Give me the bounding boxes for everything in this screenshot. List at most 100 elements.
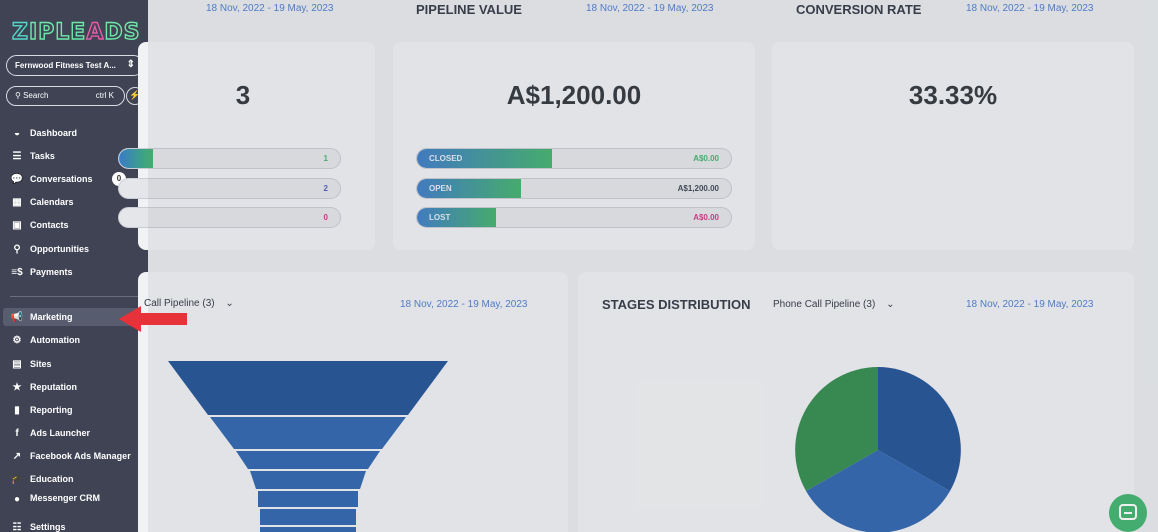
sidebar-item-label: Sites	[30, 359, 52, 369]
graduation-cap-icon: 🎓	[10, 473, 24, 485]
stages-pie-chart	[795, 367, 961, 532]
sidebar-item-label: Conversations	[30, 174, 93, 184]
pipeline-bar-value: A$0.00	[693, 213, 719, 222]
chat-widget-button[interactable]	[1109, 494, 1147, 532]
sidebar-item-marketing[interactable]: 📢 Marketing	[3, 308, 143, 326]
opportunity-date-range[interactable]: 18 Nov, 2022 - 19 May, 2023	[206, 3, 334, 14]
pie-slice-3[interactable]	[795, 367, 878, 491]
sidebar-item-label: Ads Launcher	[30, 428, 91, 438]
stages-pipeline-label: Phone Call Pipeline (3)	[773, 299, 876, 310]
chat-bubbles-icon: 💬	[10, 173, 24, 185]
sidebar-item-label: Calendars	[30, 197, 74, 207]
calendar-icon: ▦	[12, 196, 22, 208]
funnel-stage-1[interactable]	[168, 361, 448, 415]
pipeline-bar-label: OPEN	[429, 184, 452, 193]
sidebar-item-reputation[interactable]: ★ Reputation	[10, 378, 77, 396]
sidebar-divider	[10, 296, 138, 297]
funnel-pipeline-dropdown[interactable]: Call Pipeline (3) ⌄	[144, 298, 234, 309]
opportunity-bar-value: 2	[323, 184, 328, 193]
stages-date-range[interactable]: 18 Nov, 2022 - 19 May, 2023	[966, 299, 1094, 310]
opportunity-bar-fill	[119, 149, 153, 168]
pipeline-bar-label: LOST	[429, 213, 451, 222]
sidebar-item-label: Settings	[30, 522, 66, 532]
opportunity-bar-value: 1	[323, 154, 328, 163]
sidebar-item-conversations[interactable]: 💬 Conversations	[10, 170, 93, 188]
pipeline-bar-fill	[417, 179, 521, 198]
sidebar-item-settings[interactable]: ☷ Settings	[10, 518, 66, 532]
sidebar-item-tasks[interactable]: ☰ Tasks	[10, 147, 55, 165]
funnel-stage-6[interactable]	[260, 509, 356, 525]
funnel-chart	[168, 361, 448, 532]
sidebar-item-sites[interactable]: ▤ Sites	[10, 355, 52, 373]
opportunity-card: 3 1 2 0	[118, 42, 375, 250]
pipeline-bar-lost: LOST A$0.00	[416, 207, 732, 228]
conversion-rate-value: 33.33%	[908, 80, 998, 110]
sidebar: ZIPLEADS Fernwood Fitness Test A... ⇕ ⚲ …	[0, 0, 148, 532]
pipeline-date-range[interactable]: 18 Nov, 2022 - 19 May, 2023	[586, 3, 714, 14]
pipeline-bar-fill	[417, 149, 552, 168]
funnel-stage-5[interactable]	[258, 491, 358, 507]
funnel-stage-4[interactable]	[250, 471, 366, 489]
funnel-date-range[interactable]: 18 Nov, 2022 - 19 May, 2023	[400, 299, 528, 310]
chevron-down-icon: ⌄	[886, 299, 895, 310]
opportunity-bar-2: 2	[118, 178, 341, 199]
sidebar-item-automation[interactable]: ⚙ Automation	[10, 331, 80, 349]
stages-distribution-title: STAGES DISTRIBUTION	[602, 297, 751, 312]
sidebar-item-label: Marketing	[30, 312, 73, 322]
account-name: Fernwood Fitness Test A...	[15, 61, 116, 70]
sidebar-item-reporting[interactable]: ▮ Reporting	[10, 401, 72, 419]
pipeline-bar-value: A$0.00	[693, 154, 719, 163]
conversion-date-range[interactable]: 18 Nov, 2022 - 19 May, 2023	[966, 3, 1094, 14]
chat-icon	[1119, 504, 1137, 520]
annotation-arrow-icon	[119, 306, 187, 332]
sidebar-item-label: Automation	[30, 335, 80, 345]
sidebar-item-payments[interactable]: ≡$ Payments	[10, 263, 72, 281]
line-chart-icon: ↗	[12, 450, 22, 462]
pie-slice-1[interactable]	[878, 367, 961, 491]
pipeline-bar-fill	[417, 208, 496, 227]
opportunity-count: 3	[235, 80, 251, 110]
sidebar-item-calendars[interactable]: ▦ Calendars	[10, 193, 74, 211]
search-input[interactable]: ⚲ Search ctrl K	[6, 86, 125, 106]
facebook-icon: f	[15, 427, 19, 439]
stages-distribution-card: STAGES DISTRIBUTION Phone Call Pipeline …	[578, 272, 1134, 532]
sidebar-item-label: Education	[30, 474, 74, 484]
sidebar-item-label: Tasks	[30, 151, 55, 161]
account-switcher[interactable]: Fernwood Fitness Test A... ⇕	[6, 55, 144, 76]
gauge-icon: ◒	[13, 127, 21, 139]
conversion-rate-title: CONVERSION RATE	[796, 2, 922, 17]
star-review-icon: ★	[12, 381, 22, 393]
sidebar-item-opportunities[interactable]: ⚲ Opportunities	[10, 240, 89, 258]
messenger-icon: ●	[13, 493, 21, 504]
sidebar-item-education[interactable]: 🎓 Education	[10, 470, 74, 488]
chevron-updown-icon: ⇕	[126, 59, 135, 70]
zipleads-logo[interactable]: ZIPLEADS	[11, 19, 141, 45]
pipeline-bar-closed: CLOSED A$0.00	[416, 148, 732, 169]
sidebar-item-contacts[interactable]: ▣ Contacts	[10, 216, 68, 234]
opportunity-bar-3: 0	[118, 207, 341, 228]
funnel-stage-2[interactable]	[210, 417, 406, 449]
sidebar-item-dashboard[interactable]: ◒ Dashboard	[10, 124, 77, 142]
bar-chart-icon: ▮	[14, 404, 20, 416]
pipeline-value-card: A$1,200.00 CLOSED A$0.00 OPEN A$1,200.00…	[393, 42, 755, 250]
browser-icon: ▤	[12, 358, 22, 370]
sliders-icon: ☷	[12, 521, 22, 532]
sidebar-item-label: Messenger CRM	[30, 493, 101, 503]
sidebar-item-messenger-crm[interactable]: ● Messenger CRM	[10, 493, 100, 503]
chevron-down-icon: ⌄	[225, 298, 234, 309]
pipeline-bar-value: A$1,200.00	[677, 184, 719, 193]
pipeline-bar-label: CLOSED	[429, 154, 463, 163]
stages-pipeline-dropdown[interactable]: Phone Call Pipeline (3) ⌄	[773, 299, 894, 310]
opportunities-icon: ⚲	[13, 243, 21, 255]
sidebar-item-label: Opportunities	[30, 244, 89, 254]
sidebar-item-facebook-ads-manager[interactable]: ↗ Facebook Ads Manager	[10, 447, 131, 465]
funnel-stage-3[interactable]	[236, 451, 380, 469]
pipeline-total-value: A$1,200.00	[506, 80, 642, 110]
sidebar-item-label: Facebook Ads Manager	[30, 451, 131, 461]
sidebar-item-ads-launcher[interactable]: f Ads Launcher	[10, 424, 90, 442]
search-shortcut: ctrl K	[95, 91, 114, 100]
funnel-stage-7[interactable]	[260, 527, 356, 532]
search-icon: ⚲	[15, 91, 21, 100]
pipeline-value-title: PIPELINE VALUE	[416, 2, 522, 17]
payments-icon: ≡$	[11, 266, 23, 278]
